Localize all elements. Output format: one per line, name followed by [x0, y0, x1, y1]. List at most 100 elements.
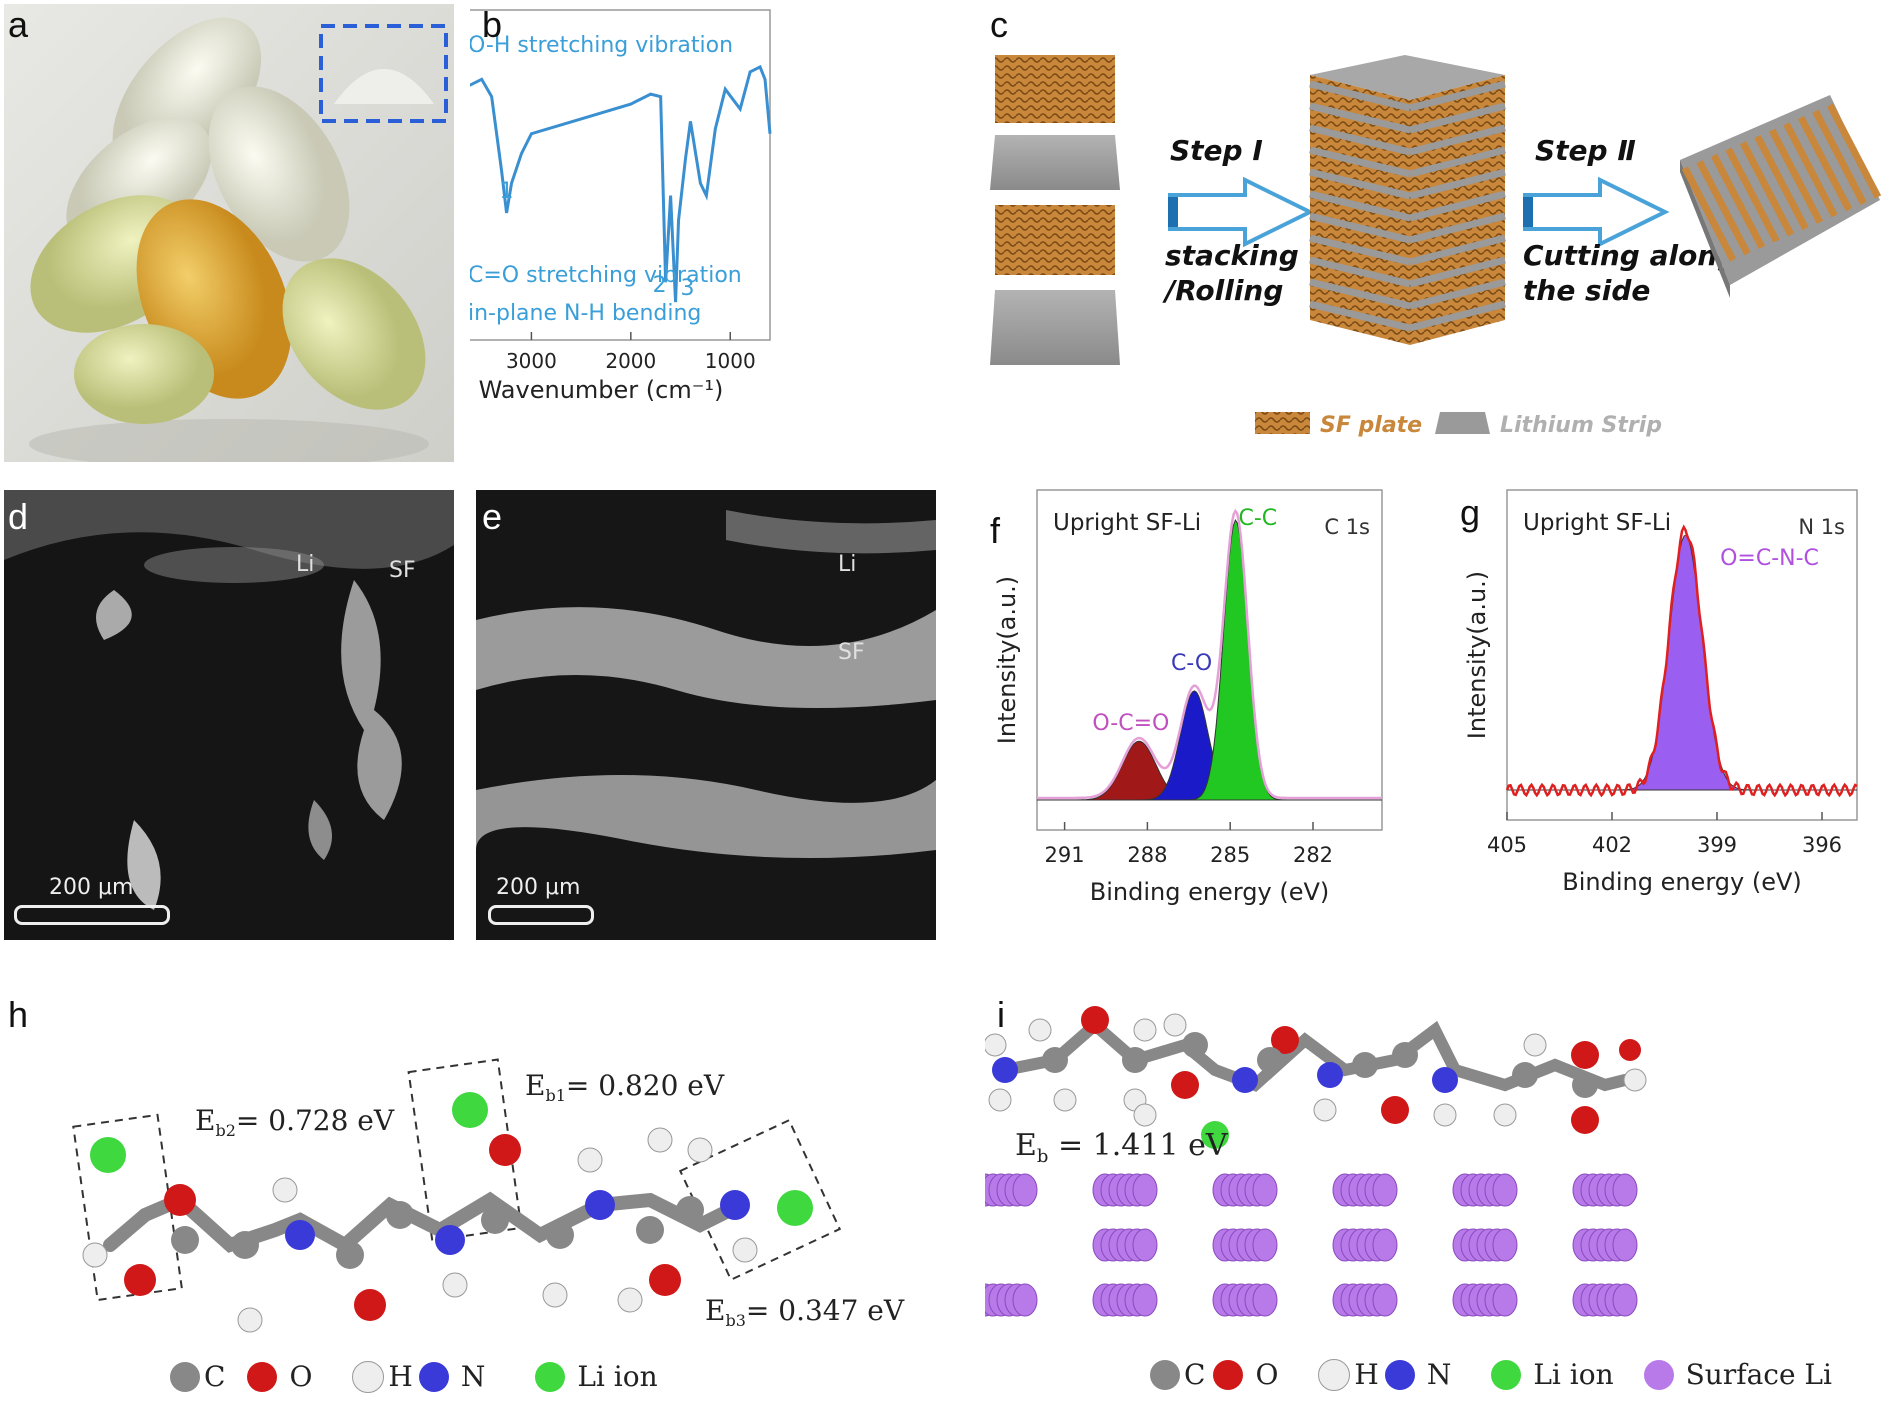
legend-i-o: O — [1255, 1358, 1279, 1391]
scale-bar-d — [14, 905, 170, 925]
cocoon-green-2 — [74, 324, 214, 424]
chart-f-xtick: 285 — [1210, 843, 1250, 867]
step2-sub2: the side — [1523, 274, 1650, 307]
atoms-i — [983, 1006, 1647, 1149]
label-li-d: Li — [296, 552, 315, 577]
stacked-block — [1309, 55, 1506, 345]
panel-label-f: f — [990, 510, 1001, 551]
legend-li-swatch — [1435, 412, 1490, 434]
label-ocnc: O=C-N-C — [1720, 546, 1819, 571]
panel-label-a: a — [8, 4, 29, 45]
legend-h-c: C — [204, 1360, 226, 1393]
chart-g-xtick: 399 — [1697, 833, 1737, 857]
li-ion-i — [1201, 1121, 1229, 1149]
cocoon-white-3 — [208, 86, 350, 262]
chart-f-peak-2 — [1037, 519, 1382, 801]
li-ion-eb3 — [777, 1190, 813, 1226]
scale-text-d: 200 μm — [49, 875, 134, 900]
label-sf-e: SF — [838, 640, 865, 665]
sem-image-d — [4, 490, 454, 940]
ftir-xtick: 2000 — [605, 349, 656, 373]
eb-label-i: Eb = 1.411 eV — [1015, 1128, 1229, 1167]
chart-f-xtick: 288 — [1127, 843, 1167, 867]
chart-g-ylabel: Intensity(a.u.) — [1463, 571, 1491, 739]
chart-f-frame — [1036, 489, 1383, 831]
ftir-annotation-1: 1. O-H stretching vibration — [470, 33, 733, 58]
legend-li-label: Lithium Strip — [1500, 413, 1662, 438]
label-co: C-O — [1171, 651, 1212, 676]
xps-c1s-chart: 291 288 285 282 Binding energy (eV) Intensity… — [993, 489, 1383, 906]
chart-g-frame — [1506, 489, 1858, 821]
li-ion-eb1 — [452, 1092, 488, 1128]
panel-d-sem: Li SF 200 μm d — [4, 490, 454, 940]
chart-f-xtick: 282 — [1293, 843, 1333, 867]
ftir-xtick: 1000 — [705, 349, 756, 373]
sf-plate-1 — [995, 55, 1115, 123]
label-cc: C-C — [1238, 506, 1277, 531]
legend-i-c: C — [1184, 1358, 1206, 1391]
eb3-label: Eb3= 0.347 eV — [705, 1294, 905, 1330]
step1-arrow — [1168, 176, 1315, 248]
chart-g-peak-0 — [1507, 534, 1857, 791]
panel-h: h — [0, 990, 945, 1410]
cocoon-green-3 — [282, 258, 426, 410]
ftir-xtick: 3000 — [506, 349, 557, 373]
sf-plate-2 — [995, 205, 1115, 275]
upright-sf-li-slab — [1680, 95, 1882, 298]
peak-label-1: 1 — [500, 179, 514, 204]
ftir-chart: 4000300020001000Wavenumber (cm⁻¹)Intensi… — [390, 9, 772, 404]
label-oco: O-C=O — [1092, 711, 1169, 736]
panel-label-e: e — [482, 496, 503, 537]
panel-label-i: i — [997, 994, 1005, 1035]
step1-sub2: /Rolling — [1162, 274, 1283, 307]
peak-label-2: 2 — [653, 273, 667, 298]
chart-f-ylabel: Intensity(a.u.) — [993, 576, 1021, 744]
chart-g-xtick: 396 — [1802, 833, 1842, 857]
chart-g-sample: Upright SF-Li — [1523, 510, 1671, 536]
panel-label-d: d — [8, 496, 29, 537]
legend-h-n: N — [460, 1360, 486, 1393]
panel-f: f 291 288 285 282 Binding energy (eV) Intensi… — [980, 480, 1420, 960]
lithium-strip-2 — [990, 290, 1120, 365]
ftir-xlabel: Wavenumber (cm⁻¹) — [479, 376, 724, 404]
ftir-annotation-3: 3. in-plane N-H bending — [470, 301, 701, 326]
chart-g-xtick: 402 — [1592, 833, 1632, 857]
ftir-spectrum-line — [431, 64, 772, 303]
legend-i-h: H — [1354, 1358, 1379, 1391]
li-ion-eb2 — [90, 1137, 126, 1173]
panel-label-c: c — [990, 4, 1008, 45]
molecule-i: Eb = 1.411 eV — [972, 1006, 1647, 1317]
step1-label: Step Ⅰ — [1170, 134, 1263, 167]
chart-f-sample: Upright SF-Li — [1053, 510, 1201, 536]
panel-b: b 4000300020001000Wavenumber (cm⁻¹)Inten… — [390, 0, 940, 480]
panel-e-sem: Li SF 200 μm e — [476, 490, 936, 940]
legend-h-li: Li ion — [577, 1360, 658, 1393]
molecule-h: Eb2= 0.728 eV Eb1= 0.820 eV Eb3= 0.347 e… — [72, 1058, 905, 1333]
panel-label-h: h — [8, 994, 29, 1035]
legend-h: C O H N Li ion — [170, 1360, 658, 1393]
scale-bar-e — [488, 905, 594, 925]
legend-h-h: H — [388, 1360, 413, 1393]
step2-sub1: Cutting along — [1523, 239, 1737, 272]
sem-image-e — [476, 490, 936, 940]
step2-label: Step Ⅱ — [1535, 134, 1636, 167]
label-li-e: Li — [838, 552, 857, 577]
scale-text-e: 200 μm — [496, 875, 581, 900]
panel-label-b: b — [482, 4, 503, 45]
chart-f-xlabel: Binding energy (eV) — [1090, 878, 1329, 906]
chart-f-region: C 1s — [1324, 515, 1370, 539]
chart-g-xtick: 405 — [1487, 833, 1527, 857]
panel-c: c Step Ⅰ stacking /Rolling Step Ⅱ — [980, 0, 1890, 480]
legend-sf-label: SF plate — [1320, 413, 1422, 438]
atoms-h — [82, 1092, 813, 1333]
legend-i-surface: Surface Li — [1685, 1358, 1832, 1391]
legend-i-n: N — [1426, 1358, 1452, 1391]
legend-i-li: Li ion — [1533, 1358, 1614, 1391]
eb2-label: Eb2= 0.728 eV — [195, 1104, 395, 1140]
fabrication-schematic: Step Ⅰ stacking /Rolling Step Ⅱ Cutting … — [990, 55, 1882, 438]
eb1-label: Eb1= 0.820 eV — [525, 1069, 725, 1105]
panel-label-g: g — [1460, 492, 1481, 533]
panel-i: i — [972, 990, 1890, 1410]
ftir-annotation-2: 2. C=O stretching vibration — [470, 263, 742, 288]
legend-sf-swatch — [1255, 412, 1310, 434]
